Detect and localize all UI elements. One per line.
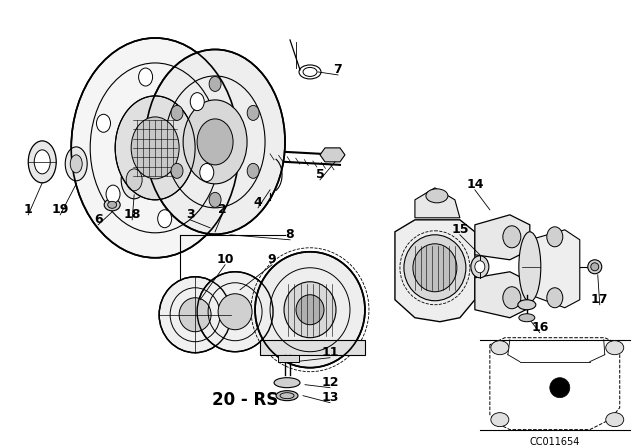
Ellipse shape (131, 117, 179, 179)
Text: 18: 18 (124, 208, 141, 221)
Ellipse shape (547, 227, 563, 247)
Text: 4: 4 (253, 196, 262, 209)
Polygon shape (475, 215, 530, 260)
Ellipse shape (276, 391, 298, 401)
Ellipse shape (179, 298, 211, 332)
Ellipse shape (475, 261, 485, 273)
Text: 17: 17 (591, 293, 609, 306)
Ellipse shape (71, 38, 239, 258)
Text: 19: 19 (52, 203, 69, 216)
Ellipse shape (139, 68, 152, 86)
Ellipse shape (106, 185, 120, 203)
Ellipse shape (413, 244, 457, 292)
Polygon shape (395, 220, 475, 322)
Ellipse shape (65, 147, 87, 181)
Ellipse shape (197, 272, 273, 352)
Text: 13: 13 (321, 391, 339, 404)
Polygon shape (415, 188, 460, 218)
Text: 3: 3 (186, 208, 195, 221)
Text: 14: 14 (466, 178, 484, 191)
Ellipse shape (145, 49, 285, 234)
Ellipse shape (159, 277, 231, 353)
Ellipse shape (209, 192, 221, 207)
Text: 12: 12 (321, 376, 339, 389)
Ellipse shape (605, 413, 624, 426)
Ellipse shape (519, 232, 541, 302)
Ellipse shape (104, 199, 120, 211)
Text: 7: 7 (333, 64, 342, 77)
Ellipse shape (426, 189, 448, 203)
Text: 11: 11 (321, 346, 339, 359)
Polygon shape (320, 148, 345, 162)
Text: CC011654: CC011654 (530, 437, 580, 447)
Ellipse shape (284, 282, 336, 338)
Ellipse shape (70, 155, 82, 173)
Text: 1: 1 (24, 203, 33, 216)
Ellipse shape (491, 413, 509, 426)
Polygon shape (530, 230, 580, 308)
Ellipse shape (547, 288, 563, 308)
Ellipse shape (108, 201, 116, 208)
Text: 20 - RS: 20 - RS (212, 391, 278, 409)
Ellipse shape (274, 378, 300, 388)
Text: 16: 16 (531, 321, 548, 334)
Ellipse shape (171, 105, 183, 121)
Ellipse shape (97, 114, 111, 132)
Ellipse shape (126, 169, 142, 191)
Ellipse shape (28, 141, 56, 183)
Ellipse shape (404, 235, 466, 301)
Ellipse shape (550, 378, 570, 398)
Ellipse shape (35, 150, 50, 174)
Ellipse shape (588, 260, 602, 274)
Ellipse shape (190, 93, 204, 111)
Ellipse shape (200, 164, 214, 181)
Polygon shape (260, 340, 365, 355)
Ellipse shape (209, 77, 221, 91)
Ellipse shape (255, 252, 365, 368)
Ellipse shape (518, 300, 536, 310)
Text: 9: 9 (268, 253, 276, 266)
Text: 6: 6 (94, 213, 102, 226)
Text: 5: 5 (316, 168, 324, 181)
Text: 15: 15 (451, 223, 468, 236)
Ellipse shape (491, 341, 509, 355)
Ellipse shape (197, 119, 233, 165)
Ellipse shape (471, 256, 489, 278)
Text: 2: 2 (218, 203, 227, 216)
Text: 10: 10 (216, 253, 234, 266)
Text: 8: 8 (285, 228, 294, 241)
Ellipse shape (157, 210, 172, 228)
Ellipse shape (115, 96, 195, 200)
Ellipse shape (519, 314, 535, 322)
Ellipse shape (503, 226, 521, 248)
Ellipse shape (121, 161, 147, 199)
Ellipse shape (247, 105, 259, 121)
Polygon shape (278, 355, 299, 362)
Ellipse shape (591, 263, 599, 271)
Ellipse shape (218, 294, 252, 330)
Ellipse shape (247, 164, 259, 178)
Ellipse shape (605, 341, 624, 355)
Ellipse shape (296, 295, 324, 325)
Ellipse shape (503, 287, 521, 309)
Ellipse shape (183, 100, 247, 184)
Polygon shape (475, 272, 530, 318)
Ellipse shape (171, 164, 183, 178)
